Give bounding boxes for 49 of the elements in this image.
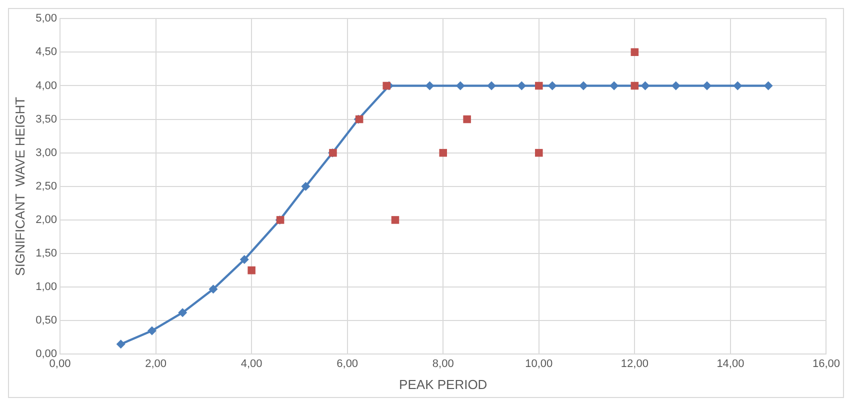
y-tick-label: 0,50 <box>36 314 58 327</box>
y-tick-label: 3,50 <box>36 113 58 126</box>
point <box>517 81 526 90</box>
point <box>733 81 742 90</box>
point <box>301 182 310 191</box>
y-axis-title: SIGNIFICANT WAVE HEIGHT <box>12 96 28 276</box>
x-tick-label: 10,00 <box>525 358 553 370</box>
point <box>391 216 400 224</box>
point <box>463 115 471 124</box>
y-tick-label: 4,50 <box>36 46 58 58</box>
point <box>248 266 256 274</box>
x-tick-label: 6,00 <box>336 358 358 370</box>
y-tick-label: 5,00 <box>36 12 58 25</box>
point <box>630 82 639 90</box>
point <box>610 81 619 90</box>
point <box>240 255 249 264</box>
x-tick-label: 2,00 <box>145 358 166 370</box>
point <box>382 82 391 90</box>
point <box>178 308 188 318</box>
y-tick-label: 0,00 <box>36 348 58 360</box>
x-tick-label: 12,00 <box>620 358 648 370</box>
point <box>535 82 543 90</box>
point <box>456 81 465 90</box>
x-tick-label: 16,00 <box>812 358 840 370</box>
point <box>630 48 639 56</box>
x-tick-label: 8,00 <box>432 358 454 370</box>
x-axis-title: PEAK PERIOD <box>399 376 488 392</box>
point <box>578 81 588 90</box>
y-tick-label: 2,00 <box>36 214 58 226</box>
y-tick-label: 4,00 <box>36 80 58 92</box>
point <box>425 81 434 90</box>
x-tick-label: 0,00 <box>49 358 71 370</box>
point <box>702 81 712 90</box>
point <box>208 284 218 294</box>
point <box>147 326 156 336</box>
point <box>439 148 448 157</box>
point <box>671 81 680 90</box>
point <box>116 340 126 349</box>
x-tick-label: 14,00 <box>716 358 744 370</box>
x-tick-label: 4,00 <box>240 358 262 370</box>
y-tick-label: 1,00 <box>36 281 58 294</box>
point <box>640 81 650 90</box>
point <box>764 81 773 90</box>
y-tick-label: 3,00 <box>36 146 58 159</box>
point <box>486 81 496 90</box>
y-tick-label: 2,50 <box>36 180 58 192</box>
y-tick-label: 1,50 <box>36 248 58 260</box>
point <box>548 81 557 90</box>
point <box>535 148 543 157</box>
